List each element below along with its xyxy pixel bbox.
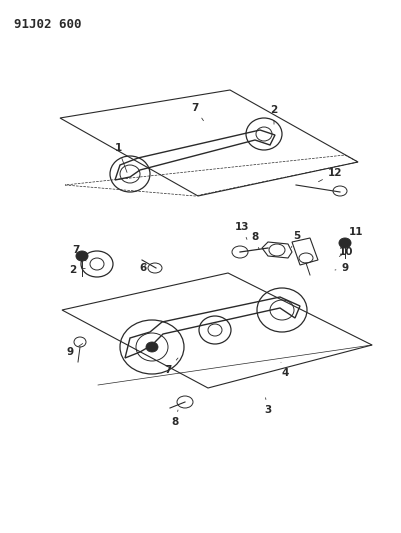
Text: 10: 10 bbox=[339, 247, 353, 257]
Text: 7: 7 bbox=[72, 245, 86, 261]
Text: 4: 4 bbox=[281, 362, 289, 378]
Ellipse shape bbox=[76, 251, 88, 261]
Text: 6: 6 bbox=[140, 263, 147, 273]
Text: 2: 2 bbox=[270, 105, 277, 124]
Text: 1: 1 bbox=[114, 143, 127, 172]
Text: 9: 9 bbox=[67, 344, 83, 357]
Text: 3: 3 bbox=[264, 398, 271, 415]
Text: 8: 8 bbox=[251, 232, 259, 249]
Text: 7: 7 bbox=[191, 103, 203, 120]
Text: 9: 9 bbox=[335, 263, 348, 273]
Ellipse shape bbox=[339, 238, 351, 248]
Text: 5: 5 bbox=[291, 231, 301, 247]
Text: 11: 11 bbox=[349, 227, 363, 244]
Text: 12: 12 bbox=[318, 168, 342, 182]
Text: 13: 13 bbox=[235, 222, 249, 239]
Text: 8: 8 bbox=[171, 410, 178, 427]
Ellipse shape bbox=[146, 342, 158, 352]
Text: 7: 7 bbox=[164, 358, 178, 375]
Text: 91J02 600: 91J02 600 bbox=[14, 18, 81, 31]
Text: 2: 2 bbox=[69, 265, 85, 275]
